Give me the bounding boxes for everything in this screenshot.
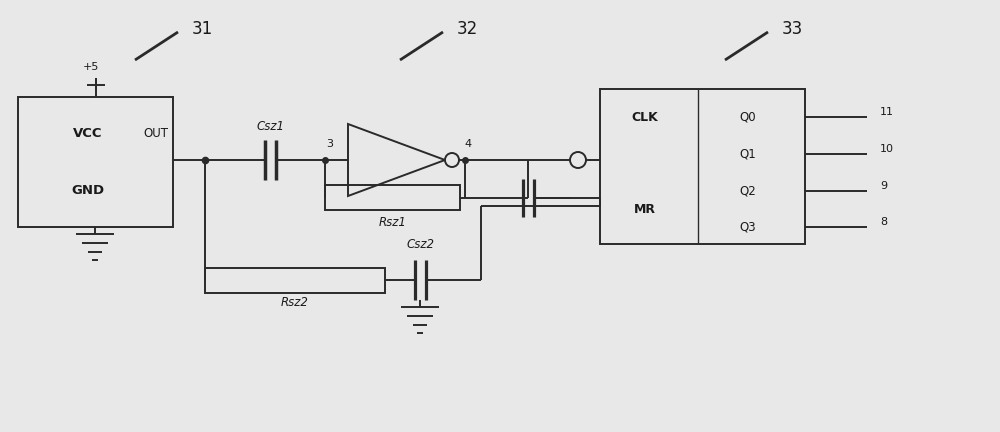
Text: CLK: CLK <box>632 111 658 124</box>
Text: +5: +5 <box>82 62 99 72</box>
Text: MR: MR <box>634 203 656 216</box>
Text: 8: 8 <box>880 217 887 227</box>
Text: 9: 9 <box>880 181 887 191</box>
Text: 4: 4 <box>464 139 472 149</box>
Text: VCC: VCC <box>73 127 103 140</box>
Text: Rsz1: Rsz1 <box>379 216 406 229</box>
Text: Q0: Q0 <box>739 111 756 124</box>
Text: OUT: OUT <box>143 127 168 140</box>
Bar <box>600 89 805 244</box>
Text: Csz2: Csz2 <box>406 238 434 251</box>
Bar <box>325 185 460 210</box>
Text: 32: 32 <box>457 20 478 38</box>
Text: 3: 3 <box>327 139 334 149</box>
Text: Q1: Q1 <box>739 147 756 161</box>
Text: GND: GND <box>71 184 104 197</box>
Text: 10: 10 <box>880 144 894 154</box>
Bar <box>205 267 385 292</box>
Text: 11: 11 <box>880 107 894 117</box>
Text: 31: 31 <box>192 20 213 38</box>
Text: 33: 33 <box>782 20 803 38</box>
Bar <box>18 97 173 227</box>
Text: Rsz2: Rsz2 <box>281 295 309 308</box>
Text: Csz1: Csz1 <box>256 120 284 133</box>
Text: Q2: Q2 <box>739 184 756 197</box>
Text: Q3: Q3 <box>739 220 756 234</box>
